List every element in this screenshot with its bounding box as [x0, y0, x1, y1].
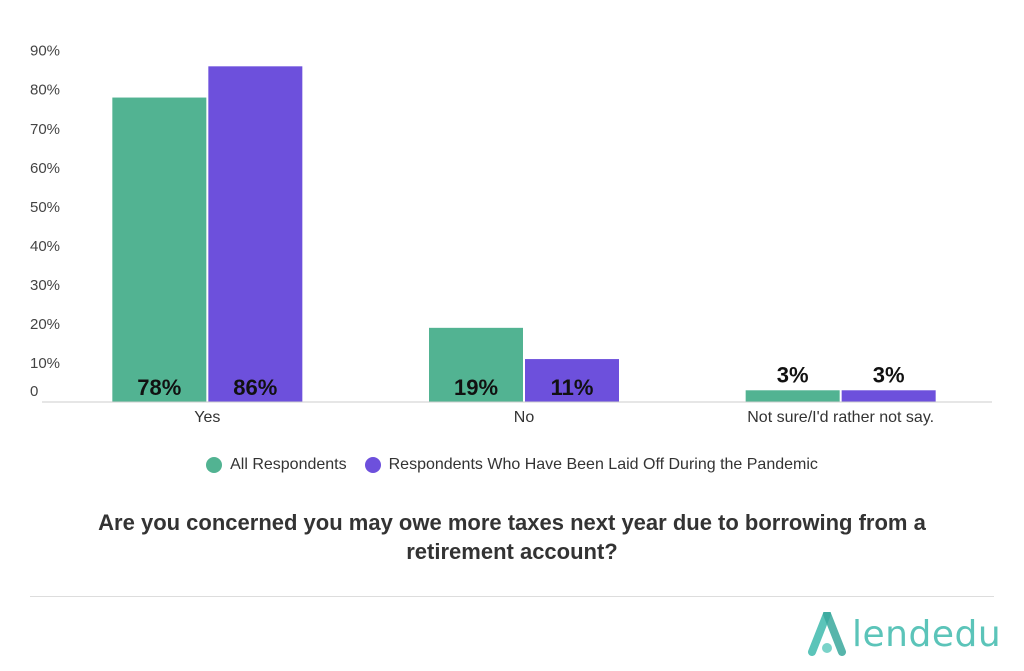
x-category-label: No: [514, 409, 535, 426]
bar: [841, 390, 936, 402]
legend-item-laid-off: Respondents Who Have Been Laid Off Durin…: [364, 456, 818, 474]
bar-value-label: 19%: [454, 375, 498, 400]
legend-label-all-respondents: All Respondents: [230, 456, 347, 473]
bar: [208, 66, 303, 403]
y-tick-label: 60%: [30, 160, 60, 177]
legend-label-laid-off: Respondents Who Have Been Laid Off Durin…: [388, 456, 818, 473]
bar-chart: 0 10% 20% 30% 40% 50% 60% 70% 80% 90% 78% 86% 19% 11…: [30, 43, 992, 426]
brand-name: lendedu: [852, 613, 1002, 655]
y-tick-label: 50%: [30, 199, 60, 216]
bar: [429, 327, 523, 402]
x-category-label: Not sure/I'd rather not say.: [747, 409, 934, 426]
bar: [525, 359, 619, 402]
legend-marker-all-respondents: [206, 457, 223, 473]
y-tick-label: 40%: [30, 238, 60, 255]
x-category-label: Yes: [194, 409, 220, 426]
divider: [30, 596, 994, 597]
bar: [745, 390, 840, 402]
bar-value-label: 3%: [873, 362, 905, 387]
bar-value-label: 3%: [777, 362, 809, 387]
y-tick-label: 80%: [30, 82, 60, 99]
bar-value-label: 11%: [551, 375, 594, 400]
legend: All Respondents Respondents Who Have Bee…: [0, 456, 1024, 474]
y-tick-label: 70%: [30, 121, 60, 138]
y-tick-label: 0: [30, 383, 38, 400]
y-tick-label: 10%: [30, 355, 60, 372]
bar-value-label: 78%: [137, 375, 181, 400]
lendedu-logo-icon: [808, 612, 846, 656]
y-axis: 0 10% 20% 30% 40% 50% 60% 70% 80% 90%: [30, 43, 60, 400]
x-axis: Yes No Not sure/I'd rather not say.: [42, 401, 992, 426]
y-tick-label: 90%: [30, 43, 60, 60]
legend-item-all-respondents: All Respondents: [206, 456, 347, 474]
bars: 78% 86% 19% 11% 3% 3%: [112, 66, 936, 403]
chart-title: Are you concerned you may owe more taxes…: [98, 510, 926, 564]
legend-marker-laid-off: [364, 457, 381, 473]
y-tick-label: 20%: [30, 316, 60, 333]
bar-value-label: 86%: [233, 375, 277, 400]
bar: [112, 97, 207, 402]
brand-logo: lendedu: [808, 610, 1001, 658]
y-tick-label: 30%: [30, 277, 60, 294]
